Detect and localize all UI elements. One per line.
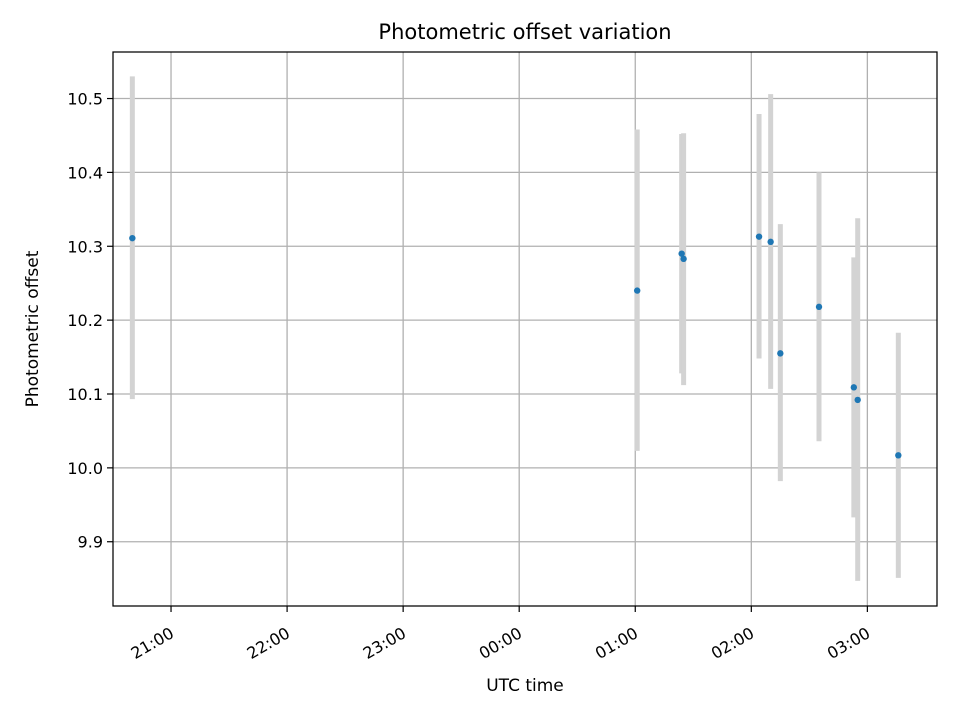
grid-lines [113,52,937,606]
y-axis-ticks: 9.9 10.0 10.1 10.2 10.3 10.4 10.5 [67,90,113,552]
y-tick-label: 10.0 [67,459,103,478]
data-point [767,238,774,246]
data-point [129,234,136,242]
data-point [895,452,902,459]
y-tick-label: 10.5 [67,90,103,109]
plot-frame [112,51,938,607]
y-tick-label: 10.3 [67,237,103,256]
y-tick-label: 9.9 [78,533,103,552]
data-point [680,255,687,263]
y-tick-label: 10.4 [67,163,103,182]
y-axis-label: Photometric offset [23,250,43,407]
data-point [850,384,858,391]
chart-title: Photometric offset variation [378,20,671,44]
data-point [678,250,685,257]
y-tick-label: 10.1 [67,385,103,404]
data-points [129,233,902,459]
x-axis-label: UTC time [486,676,564,696]
plot-background [113,52,937,606]
data-point [755,233,763,240]
data-point [815,303,823,311]
data-point [854,396,861,404]
plot-area: 21:00 22:00 23:00 00:00 01:00 02:00 03:00 9.91… [67,51,938,663]
data-point [633,287,641,294]
data-point [777,350,784,357]
y-tick-label: 10.2 [67,311,103,330]
